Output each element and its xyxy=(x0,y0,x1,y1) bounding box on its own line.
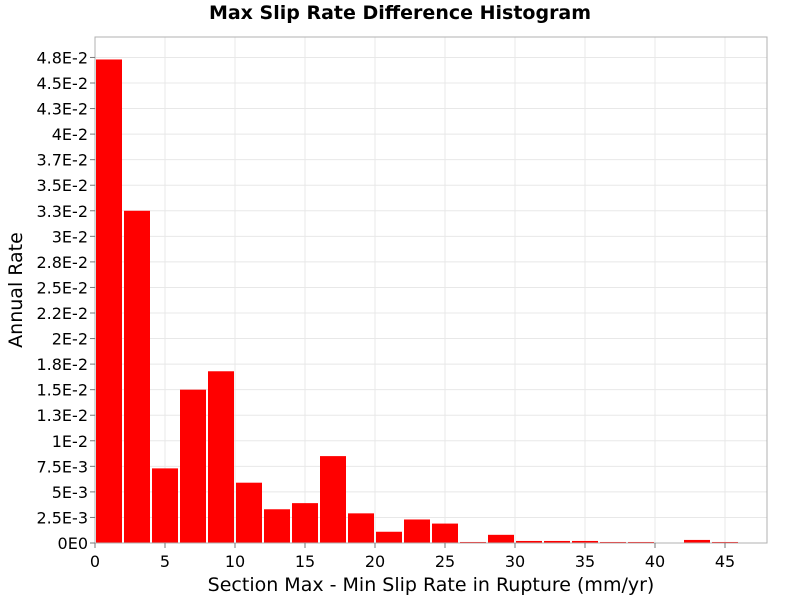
histogram-bar xyxy=(96,59,122,543)
y-tick-label: 2.5E-3 xyxy=(36,508,88,527)
histogram-bar xyxy=(432,523,458,543)
y-tick-label: 7.5E-3 xyxy=(36,457,88,476)
bar-layer xyxy=(96,59,738,543)
y-tick-label: 1.3E-2 xyxy=(36,406,88,425)
histogram-bar xyxy=(684,539,710,543)
y-tick-label: 2E-2 xyxy=(52,330,88,349)
x-tick-label: 10 xyxy=(225,552,245,571)
y-tick-label: 4.8E-2 xyxy=(36,48,88,67)
x-tick-label: 30 xyxy=(505,552,525,571)
histogram-bar xyxy=(516,540,542,543)
y-tick-label: 1E-2 xyxy=(52,432,88,451)
y-tick-label: 4.3E-2 xyxy=(36,100,88,119)
histogram-bar xyxy=(180,389,206,543)
x-tick-label: 45 xyxy=(715,552,735,571)
histogram-bar xyxy=(152,468,178,543)
y-tick-label: 5E-3 xyxy=(52,483,88,502)
histogram-bar xyxy=(712,541,738,543)
y-tick-label: 4E-2 xyxy=(52,125,88,144)
x-axis-title: Section Max - Min Slip Rate in Rupture (… xyxy=(208,574,655,596)
x-tick-label: 35 xyxy=(575,552,595,571)
x-tick-label: 25 xyxy=(435,552,455,571)
histogram-bar xyxy=(124,210,150,543)
histogram-bar xyxy=(292,503,318,543)
histogram-bar xyxy=(348,513,374,543)
histogram-bar xyxy=(488,534,514,543)
histogram-bar xyxy=(236,482,262,543)
histogram-bar xyxy=(264,509,290,543)
y-tick-label: 3.3E-2 xyxy=(36,202,88,221)
x-tick-label: 5 xyxy=(160,552,170,571)
y-tick-label: 1.8E-2 xyxy=(36,355,88,374)
x-tick-label: 20 xyxy=(365,552,385,571)
histogram-bar xyxy=(208,371,234,543)
grid-layer xyxy=(94,37,767,544)
x-tick-label: 15 xyxy=(295,552,315,571)
histogram-bar xyxy=(460,541,486,543)
y-tick-label: 2.2E-2 xyxy=(36,304,88,323)
histogram-bar xyxy=(544,540,570,543)
axis-layer: 0E0 2.5E-3 5E-3 7.5E-3 1E-2 1.3E-2 1.5E-2 1.8E-… xyxy=(36,48,735,571)
y-tick-label: 4.5E-2 xyxy=(36,74,88,93)
y-tick-label: 3.7E-2 xyxy=(36,151,88,170)
y-tick-label: 3E-2 xyxy=(52,227,88,246)
y-tick-label: 3.5E-2 xyxy=(36,176,88,195)
chart-title: Max Slip Rate Difference Histogram xyxy=(208,2,592,24)
y-tick-label: 2.8E-2 xyxy=(36,253,88,272)
y-tick-label: 0E0 xyxy=(58,534,88,553)
histogram-bar xyxy=(376,531,402,543)
histogram-bar xyxy=(404,519,430,543)
histogram-bar xyxy=(600,541,626,543)
y-tick-label: 2.5E-2 xyxy=(36,278,88,297)
x-tick-label: 0 xyxy=(90,552,100,571)
histogram-bar xyxy=(628,541,654,543)
histogram-bar xyxy=(320,456,346,543)
x-tick-label: 40 xyxy=(645,552,665,571)
y-tick-label: 1.5E-2 xyxy=(36,381,88,400)
y-axis-title: Annual Rate xyxy=(5,232,27,348)
histogram-bar xyxy=(572,540,598,543)
plot-frame xyxy=(94,36,768,544)
